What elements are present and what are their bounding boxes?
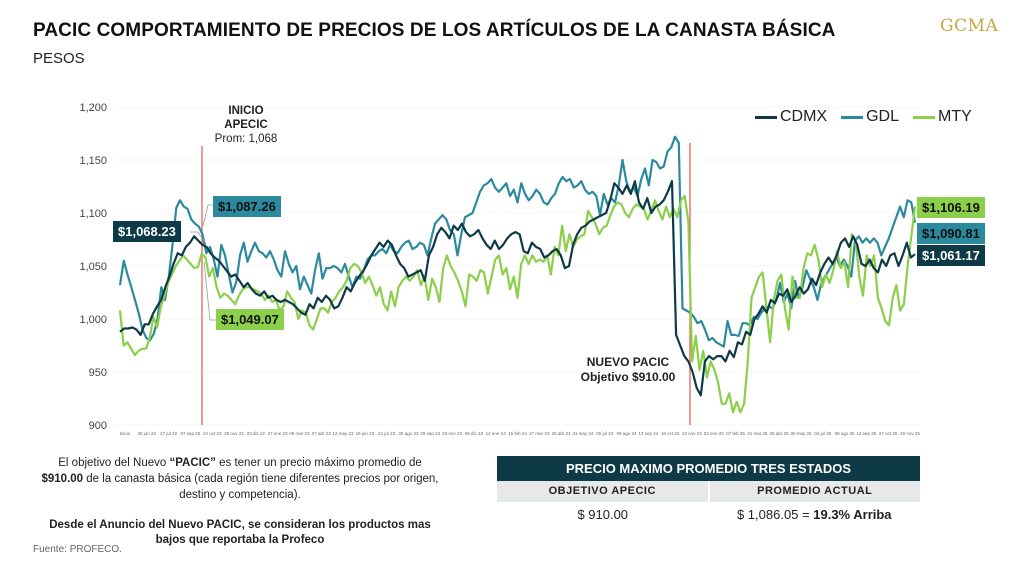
- callout-gdl-end: $1,090.81: [917, 223, 985, 244]
- table-header-row: OBJETIVO APECIC PROMEDIO ACTUAL: [497, 481, 920, 502]
- note-text: es tener un precio máximo promedio de: [215, 457, 422, 469]
- annotation-line: INICIO: [228, 105, 264, 117]
- x-tick-label: 07 abr 23: [312, 431, 332, 436]
- x-tick-label: 30 jun 22: [138, 431, 157, 436]
- x-tick-label: 27 mar 24: [529, 431, 550, 436]
- x-tick-label: 26 abr 24: [552, 431, 572, 436]
- legend-swatch-mty: [913, 115, 936, 119]
- x-tick-label: 09 ago 24: [617, 431, 638, 436]
- x-tick-label: 23 dic 22: [247, 431, 266, 436]
- x-tick-label: 27 oct 25: [879, 431, 898, 436]
- series-line-cdmx: [119, 180, 916, 397]
- x-tick-label: 25 ago 23: [398, 431, 419, 436]
- page-title: PACIC COMPORTAMIENTO DE PRECIOS DE LOS A…: [33, 20, 836, 41]
- legend-item-cdmx[interactable]: CDMX: [755, 108, 827, 126]
- callout-mty-end: $1,106.19: [917, 197, 985, 218]
- x-tick-label: 09 mar 23: [289, 431, 310, 436]
- gcma-logo: GCMA: [940, 16, 999, 36]
- x-tick-label: 12 ene 24: [486, 431, 507, 436]
- x-tick-label: 16 feb 24: [508, 431, 527, 436]
- x-tick-label: 08 dic 23: [465, 431, 484, 436]
- leader-gdl: [202, 204, 213, 227]
- x-tick-label: 03 ene 25: [704, 431, 725, 436]
- x-tick-label: 30 may 25: [790, 431, 812, 436]
- table-title: PRECIO MAXIMO PROMEDIO TRES ESTADOS: [497, 456, 920, 481]
- y-tick-label: 1,000: [79, 314, 107, 326]
- callout-gdl-start: $1,087.26: [213, 196, 281, 217]
- legend-label-gdl: GDL: [866, 108, 900, 125]
- x-tick-label: 18 oct 24: [661, 431, 680, 436]
- cell-promedio-value: $ 1,086.05 = 19.3% Arriba: [709, 502, 921, 528]
- x-tick-label: 28 nov 22: [224, 431, 244, 436]
- x-tick-label: 12 may 23: [333, 431, 355, 436]
- chart-legend: CDMX GDL MTY: [755, 108, 972, 126]
- leader-cdmx: [190, 231, 207, 245]
- price-summary-table: PRECIO MAXIMO PROMEDIO TRES ESTADOS OBJE…: [497, 456, 920, 528]
- callout-leaders: [190, 204, 216, 321]
- legend-item-gdl[interactable]: GDL: [841, 108, 899, 126]
- objective-note: El objetivo del Nuevo “PACIC” es tener u…: [40, 455, 440, 503]
- annotation-line: APECIC: [224, 119, 268, 131]
- note-emphasis: “PACIC”: [169, 457, 216, 469]
- callout-cdmx-end: $1,061.17: [917, 245, 985, 266]
- page-subtitle: PESOS: [33, 50, 85, 67]
- legend-label-cdmx: CDMX: [780, 108, 828, 125]
- x-tick-label: 29 sep 23: [420, 431, 440, 436]
- leader-mty: [203, 261, 216, 321]
- x-tick-label: 22 nov 24: [682, 431, 702, 436]
- table-row: $ 910.00 $ 1,086.05 = 19.3% Arriba: [497, 502, 920, 528]
- x-tick-label: 25 abr 25: [770, 431, 790, 436]
- legend-swatch-cdmx: [755, 115, 777, 119]
- cell-objetivo-value: $ 910.00: [577, 507, 629, 522]
- y-tick-label: 1,050: [79, 261, 107, 273]
- x-tick-label: Inicio: [120, 431, 131, 436]
- x-tick-label: 27 jul 22: [160, 431, 178, 436]
- y-tick-label: 950: [89, 367, 107, 379]
- y-tick-label: 1,150: [79, 155, 107, 167]
- annotation-line: Prom: 1,068: [214, 133, 278, 145]
- x-tick-label: 13 sep 24: [638, 431, 658, 436]
- col-header-promedio: PROMEDIO ACTUAL: [757, 485, 873, 497]
- annotation-line: NUEVO PACIC: [586, 355, 670, 369]
- x-tick-label: 16 jun 23: [356, 431, 375, 436]
- x-tick-label: 21 jul 23: [378, 431, 396, 436]
- x-tick-label: 31 may 24: [572, 431, 594, 436]
- x-tick-label: 04 jul 25: [814, 431, 832, 436]
- x-tick-label: 21 mar 25: [747, 431, 768, 436]
- x-tick-label: 05 jul 24: [596, 431, 614, 436]
- promedio-amount: $ 1,086.05 =: [736, 507, 810, 522]
- legend-swatch-gdl: [841, 115, 864, 119]
- note-text: de la canasta básica (cada región tiene …: [83, 473, 439, 501]
- nuevo-pacic-annotation: NUEVO PACIC Objetivo $910.00: [568, 355, 688, 385]
- series-line-mty: [118, 194, 917, 414]
- series-lines: [118, 135, 917, 414]
- y-axis-ticks: 900 950 1,000 1,050 1,100 1,150 1,200: [79, 102, 107, 432]
- y-tick-label: 900: [89, 420, 107, 432]
- x-tick-label: 24 oct 22: [203, 431, 222, 436]
- x-tick-label: 08 ago 25: [835, 431, 856, 436]
- annotation-line: Objetivo $910.00: [580, 370, 676, 384]
- callout-mty-start: $1,049.07: [216, 309, 284, 330]
- source-note: Fuente: PROFECO.: [33, 544, 122, 555]
- col-header-objetivo: OBJETIVO APECIC: [497, 481, 710, 502]
- x-tick-label: 20 nov 25: [900, 431, 920, 436]
- callout-cdmx-start: $1,068.23: [113, 221, 181, 242]
- y-tick-label: 1,100: [79, 208, 107, 220]
- x-tick-label: 03 nov 23: [442, 431, 462, 436]
- legend-label-mty: MTY: [938, 108, 972, 125]
- x-tick-label: 12 sep 25: [856, 431, 876, 436]
- legend-item-mty[interactable]: MTY: [913, 108, 972, 126]
- x-axis-ticks: Inicio 30 jun 22 27 jul 22 07 sep 22 24 oct …: [120, 431, 921, 436]
- pacic-announcement-note: Desde el Anuncio del Nuevo PACIC, se con…: [49, 519, 431, 546]
- x-tick-label: 07 sep 22: [181, 431, 201, 436]
- promedio-diff: 19.3% Arriba: [813, 507, 892, 522]
- inicio-apecic-annotation: INICIO APECIC Prom: 1,068: [206, 104, 286, 146]
- x-tick-label: 07 feb 25: [726, 431, 745, 436]
- note-text: El objetivo del Nuevo: [58, 457, 170, 469]
- note-emphasis: $910.00: [41, 473, 84, 485]
- x-tick-label: 27 ene 23: [268, 431, 289, 436]
- grid-lines: [115, 106, 920, 426]
- y-tick-label: 1,200: [79, 102, 107, 114]
